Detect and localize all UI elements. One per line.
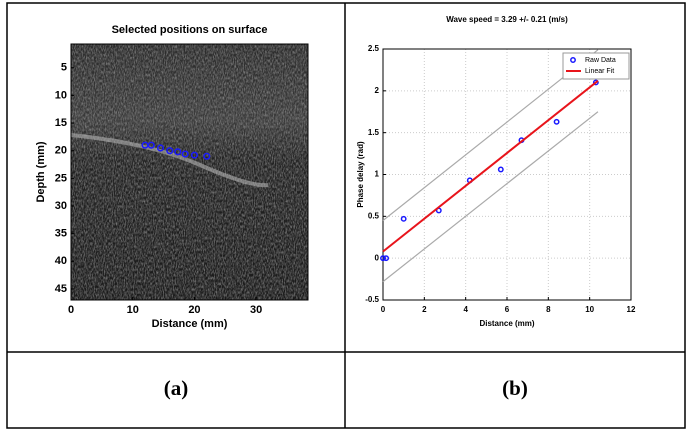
- y-tick-label: 25: [55, 172, 67, 184]
- data-point: [190, 151, 198, 159]
- x-tick-label: 12: [627, 305, 636, 314]
- x-tick-label: 0: [68, 304, 74, 316]
- x-tick-label: 2: [422, 305, 427, 314]
- y-tick-label: 5: [61, 62, 67, 74]
- x-tick-label: 30: [250, 304, 262, 316]
- y-axis-label: Phase delay (rad): [356, 141, 365, 208]
- ultrasound-image: [70, 44, 308, 300]
- y-tick-label: 0: [375, 253, 380, 262]
- data-point: [181, 150, 189, 158]
- y-tick-label: 2.5: [368, 44, 380, 53]
- y-tick-label: 45: [55, 283, 67, 295]
- table-border: [6, 2, 686, 429]
- y-tick-label: 15: [55, 117, 67, 129]
- data-point: [380, 255, 386, 262]
- x-tick-label: 10: [127, 304, 139, 316]
- x-tick-label: 10: [585, 305, 594, 314]
- legend-label: Linear Fit: [585, 68, 614, 75]
- data-point: [174, 148, 182, 156]
- x-tick-label: 0: [381, 305, 386, 314]
- data-point: [156, 144, 165, 152]
- caption: (a): [164, 376, 189, 400]
- x-tick-label: 20: [188, 304, 200, 316]
- plot-frame: [382, 48, 632, 301]
- data-point: [166, 147, 174, 155]
- y-tick-label: 40: [55, 255, 67, 267]
- data-point: [147, 141, 155, 149]
- y-axis-label: Depth (mm): [35, 141, 47, 202]
- data-point: [592, 79, 599, 86]
- data-point: [400, 215, 407, 222]
- y-tick-label: 10: [55, 89, 67, 101]
- fit-line: [382, 80, 599, 253]
- y-tick-label: 0.5: [368, 211, 380, 220]
- chart-title: Selected positions on surface: [112, 24, 268, 36]
- y-tick-label: 1.5: [368, 128, 380, 137]
- legend-marker: [570, 57, 576, 63]
- y-tick-label: 1: [375, 170, 380, 179]
- plot-frame: [70, 43, 309, 301]
- y-tick-label: 2: [375, 86, 380, 95]
- data-point: [203, 152, 211, 160]
- data-point: [497, 166, 504, 173]
- x-tick-label: 4: [463, 305, 468, 314]
- fit-line: [382, 49, 599, 221]
- y-tick-label: -0.5: [365, 295, 379, 304]
- fit-line: [382, 111, 599, 283]
- x-axis-label: Distance (mm): [479, 319, 534, 328]
- data-point: [553, 118, 560, 125]
- x-axis-label: Distance (mm): [152, 318, 228, 330]
- y-tick-label: 35: [55, 228, 67, 240]
- legend-label: Raw Data: [585, 57, 616, 64]
- y-tick-label: 20: [55, 145, 67, 157]
- chart-title: Wave speed = 3.29 +/- 0.21 (m/s): [446, 15, 568, 24]
- x-tick-label: 8: [546, 305, 551, 314]
- caption: (b): [502, 376, 528, 400]
- data-point: [383, 255, 390, 262]
- y-tick-label: 30: [55, 200, 67, 212]
- x-tick-label: 6: [505, 305, 510, 314]
